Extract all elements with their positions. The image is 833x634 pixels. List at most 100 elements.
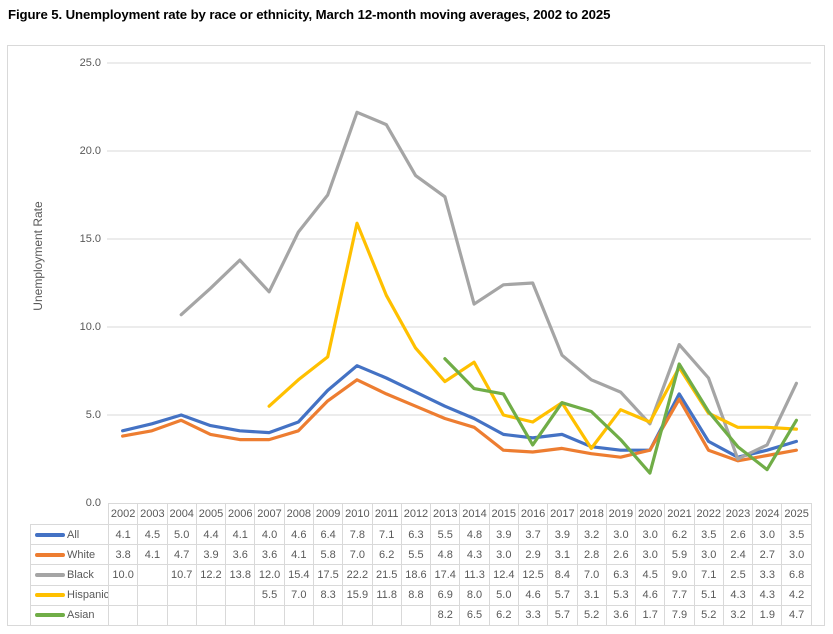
value-cell: 4.3: [752, 584, 783, 606]
value-cell: 6.9: [430, 584, 461, 606]
value-cell: 4.4: [195, 523, 227, 546]
value-cell: 5.7: [547, 604, 578, 626]
value-cell: [254, 604, 285, 626]
y-tick-label: 20.0: [79, 145, 101, 157]
year-header-cell: 2011: [371, 503, 402, 525]
legend-swatch-icon: [35, 552, 65, 557]
value-cell: 4.6: [635, 584, 666, 606]
legend-cell: All: [30, 523, 109, 546]
year-header-cell: 2021: [664, 503, 695, 525]
legend-swatch-icon: [35, 613, 65, 618]
value-cell: 3.0: [635, 523, 666, 546]
legend-label: White: [67, 548, 96, 561]
y-tick-label: 10.0: [79, 321, 101, 333]
value-cell: 2.4: [722, 544, 754, 566]
value-cell: 1.7: [635, 604, 666, 626]
value-cell: 17.4: [430, 564, 461, 586]
value-cell: 5.9: [664, 544, 695, 566]
value-cell: 3.3: [517, 604, 549, 626]
value-cell: 5.0: [166, 523, 197, 546]
value-cell: 5.2: [576, 604, 607, 626]
value-cell: 4.5: [635, 564, 666, 586]
value-cell: 4.8: [459, 523, 490, 546]
legend-label: All: [67, 528, 80, 541]
year-header-cell: 2008: [283, 503, 314, 525]
value-cell: 3.0: [488, 544, 519, 566]
value-cell: [225, 584, 256, 606]
value-cell: 9.0: [664, 564, 695, 586]
figure-title: Figure 5. Unemployment rate by race or e…: [8, 7, 611, 22]
value-cell: 4.6: [517, 584, 549, 606]
series-line-asian: [443, 357, 799, 475]
legend-cell: Hispanic: [30, 584, 109, 606]
year-header-cell: 2014: [459, 503, 490, 525]
line-plot: [107, 62, 811, 475]
year-header-cell: 2002: [107, 503, 139, 525]
legend-label: Black: [67, 568, 94, 581]
value-cell: 7.1: [371, 523, 402, 546]
value-cell: 7.0: [283, 584, 314, 606]
table-row-hispanic: Hispanic 5.5 7.0 8.3 15.9 11.8 8.8 6.9 8.0 5.0 4.6…: [30, 584, 812, 606]
value-cell: [107, 604, 139, 626]
value-cell: 3.3: [752, 564, 783, 586]
value-cell: 8.8: [400, 584, 432, 606]
year-header-cell: 2022: [693, 503, 724, 525]
year-header-cell: 2007: [254, 503, 285, 525]
series-line-all: [120, 364, 799, 459]
value-cell: 8.3: [312, 584, 344, 606]
value-cell: 4.8: [430, 544, 461, 566]
table-corner-blank: [31, 504, 109, 525]
table-row-white: White 3.8 4.1 4.7 3.9 3.6 3.6 4.1 5.8 7.0 6.2 5.5 4.…: [30, 544, 812, 566]
value-cell: 3.0: [693, 544, 724, 566]
value-cell: 12.5: [517, 564, 549, 586]
value-cell: 3.7: [517, 523, 549, 546]
year-header-cell: 2012: [400, 503, 432, 525]
legend-swatch-icon: [35, 532, 65, 537]
value-cell: 3.8: [107, 544, 139, 566]
year-header-cell: 2019: [605, 503, 637, 525]
value-cell: [342, 604, 373, 626]
value-cell: 3.1: [547, 544, 578, 566]
value-cell: 7.9: [664, 604, 695, 626]
year-header-cell: 2017: [547, 503, 578, 525]
value-cell: 11.3: [459, 564, 490, 586]
value-cell: 2.9: [517, 544, 549, 566]
value-cell: [400, 604, 432, 626]
chart-container: Unemployment Rate 0.0 5.0 10.0 15.0 20.0 25.0…: [7, 45, 825, 626]
value-cell: 17.5: [312, 564, 344, 586]
year-header-cell: 2020: [635, 503, 666, 525]
value-cell: 4.6: [283, 523, 314, 546]
value-cell: 5.2: [693, 604, 724, 626]
value-cell: 6.8: [781, 564, 812, 586]
legend-cell: Black: [30, 564, 109, 586]
value-cell: 5.5: [430, 523, 461, 546]
value-cell: 5.8: [312, 544, 344, 566]
value-cell: 3.0: [635, 544, 666, 566]
legend-swatch-icon: [35, 572, 65, 577]
y-tick-label: 15.0: [79, 233, 101, 245]
value-cell: [137, 604, 168, 626]
value-cell: [137, 584, 168, 606]
value-cell: [137, 564, 168, 586]
value-cell: 3.2: [722, 604, 754, 626]
value-cell: 2.6: [722, 523, 754, 546]
value-cell: 7.0: [342, 544, 373, 566]
value-cell: 2.8: [576, 544, 607, 566]
value-cell: 6.3: [605, 564, 637, 586]
value-cell: 8.0: [459, 584, 490, 606]
year-header-cell: 2023: [722, 503, 754, 525]
value-cell: 6.5: [459, 604, 490, 626]
value-cell: 10.0: [107, 564, 139, 586]
value-cell: 3.6: [225, 544, 256, 566]
year-header-cell: 2018: [576, 503, 607, 525]
value-cell: 12.0: [254, 564, 285, 586]
value-cell: 6.2: [664, 523, 695, 546]
value-cell: 3.1: [576, 584, 607, 606]
value-cell: 3.0: [605, 523, 637, 546]
value-cell: 2.5: [722, 564, 754, 586]
value-cell: 6.2: [371, 544, 402, 566]
value-cell: 6.2: [488, 604, 519, 626]
legend-cell: Asian: [30, 604, 109, 626]
value-cell: 3.0: [752, 523, 783, 546]
